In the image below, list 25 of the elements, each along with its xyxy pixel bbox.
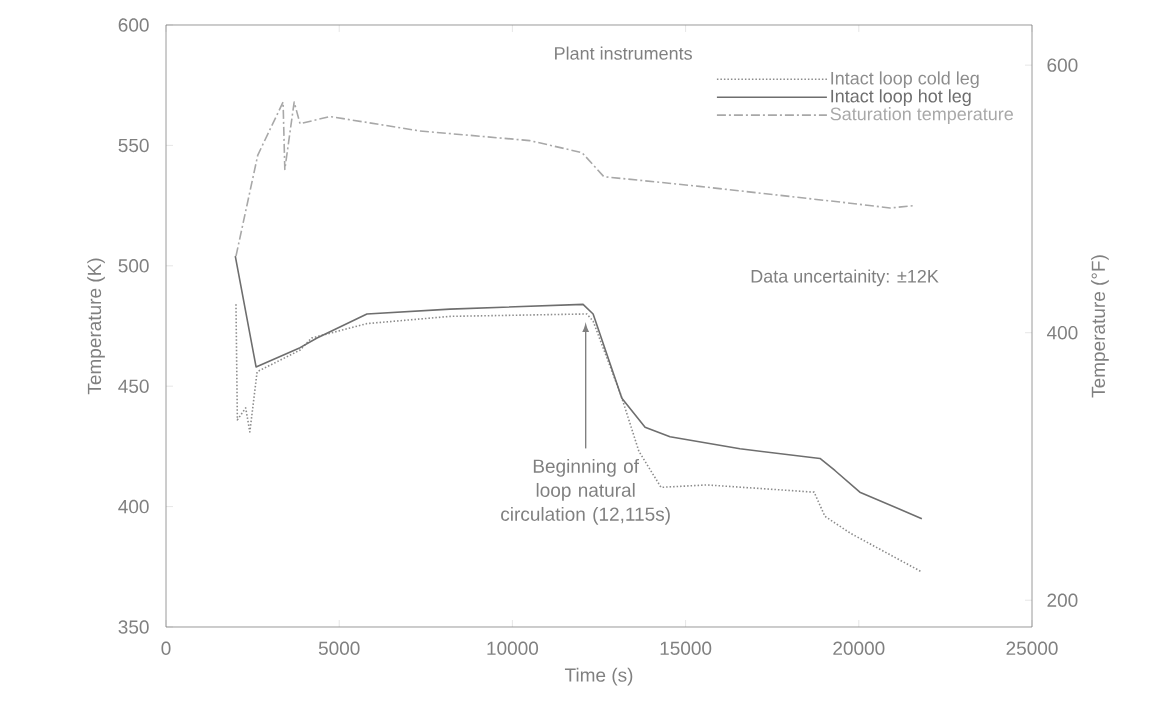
y-tick-label: 500 (118, 259, 149, 273)
annotation: Data uncertainity: ±12K (751, 269, 939, 287)
y2-tick-label: 400 (1046, 325, 1078, 340)
x-axis-title: Time (s) (564, 667, 633, 686)
annotation: Beginning of loop natural circulation (12,115s) (501, 458, 670, 525)
y-tick-label: 350 (118, 620, 149, 634)
y2-axis-title: Temperature (°F) (1091, 255, 1109, 398)
x-tick-label: 0 (161, 641, 171, 655)
x-tick-label: 15000 (660, 641, 712, 655)
y2-tick-label: 200 (1047, 593, 1078, 607)
y2-tick-label: 600 (1047, 58, 1078, 72)
text: Saturation temperature (830, 107, 1013, 124)
x-tick-label: 5000 (318, 641, 360, 655)
text: Intact loop cold leg (831, 71, 979, 89)
y-tick-label: 600 (118, 18, 149, 32)
y-tick-label: 450 (118, 379, 149, 393)
y-tick-label: 400 (118, 499, 149, 514)
y-axis-title: Temperature (K) (87, 258, 105, 395)
legend-title: Plant instruments (555, 46, 692, 60)
line-series (235, 303, 922, 573)
x-tick-label: 20000 (833, 641, 885, 655)
y-tick-label: 550 (118, 138, 149, 153)
x-tick-label: 25000 (1006, 641, 1058, 655)
x-tick-label: 10000 (487, 641, 539, 655)
text: Intact loop hot leg (831, 89, 971, 107)
